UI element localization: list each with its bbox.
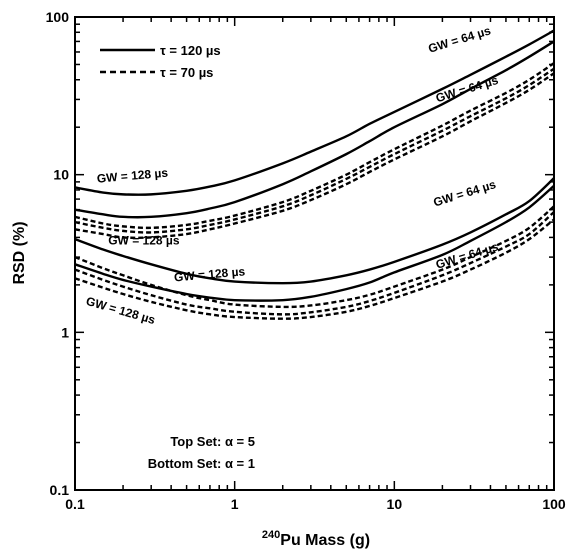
- series-line-bottom-tau70-8: [74, 211, 555, 316]
- series-line-bottom-tau70-9: [74, 218, 555, 320]
- series-line-top-tau120-1: [74, 40, 555, 219]
- annotation-bottom-set: Bottom Set: α = 1: [148, 456, 255, 471]
- series-line-bottom-tau70-7: [74, 205, 555, 309]
- series-line-top-tau70-3: [74, 67, 555, 234]
- x-tick-label: 100: [542, 496, 566, 512]
- x-tick-label: 0.1: [65, 496, 85, 512]
- x-axis-title-superscript: 240: [262, 529, 280, 541]
- annotation-top-set: Top Set: α = 5: [170, 434, 255, 449]
- x-axis-title: 240Pu Mass (g): [262, 529, 370, 549]
- curve-labels: GW = 64 µs GW = 64 µs GW = 128 µs GW = 128 …: [84, 23, 500, 327]
- plot-frame: [74, 16, 555, 491]
- curve-label-gw: GW = 128 µs: [84, 294, 157, 327]
- y-tick-label: 1: [61, 324, 69, 340]
- series-line-bottom-tau120-5: [74, 177, 555, 285]
- y-tick-label: 10: [53, 167, 69, 183]
- x-tick-label: 10: [387, 496, 403, 512]
- series-layer: [74, 29, 555, 320]
- curve-label-gw: GW = 128 µs: [108, 234, 180, 248]
- legend-label-tau-70: τ = 70 µs: [160, 65, 213, 80]
- y-tick-label: 100: [46, 9, 70, 25]
- curve-label-gw: GW = 128 µs: [96, 166, 169, 186]
- series-line-top-tau70-4: [74, 72, 555, 240]
- curve-label-gw: GW = 64 µs: [426, 23, 492, 55]
- curve-label-gw: GW = 128 µs: [173, 264, 246, 284]
- tick-labels: 0.1 1 10 100 0.1 1 10 100: [46, 9, 566, 512]
- series-line-bottom-tau120-6: [74, 184, 555, 302]
- y-axis-title: RSD (%): [11, 221, 28, 284]
- x-axis-title-main: Pu Mass (g): [280, 532, 370, 549]
- series-line-top-tau70-2: [74, 62, 555, 230]
- curve-label-gw: GW = 64 µs: [432, 177, 498, 209]
- y-tick-label: 0.1: [50, 482, 70, 498]
- x-tick-label: 1: [231, 496, 239, 512]
- legend: τ = 120 µs τ = 70 µs: [100, 43, 221, 80]
- legend-label-tau-120: τ = 120 µs: [160, 43, 221, 58]
- series-line-top-tau120-0: [74, 29, 555, 196]
